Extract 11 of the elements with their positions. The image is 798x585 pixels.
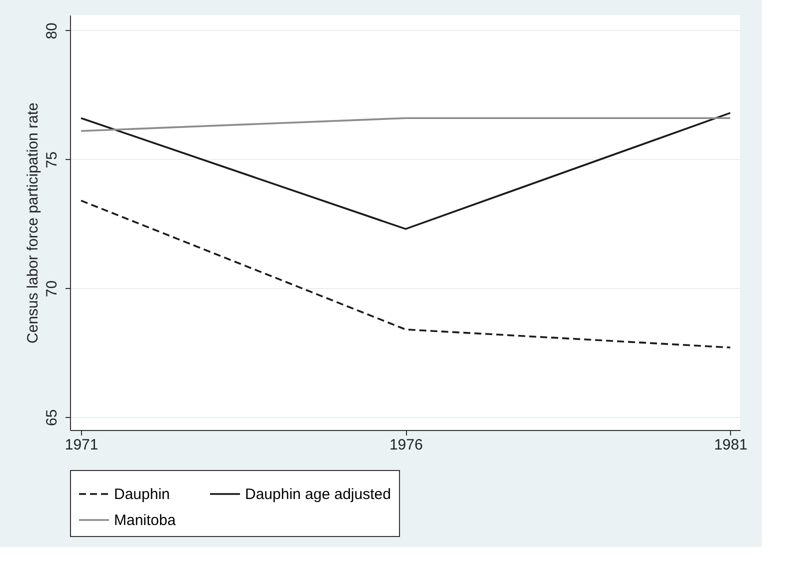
y-tick-label: 70 xyxy=(44,280,60,298)
y-axis-title: Census labor force participation rate xyxy=(24,102,42,344)
x-tick-label: 1971 xyxy=(64,436,98,454)
legend-label: Dauphin xyxy=(114,486,170,503)
y-tick-label: 65 xyxy=(44,409,60,426)
y-tick-label: 80 xyxy=(44,22,60,40)
x-tick-label: 1976 xyxy=(389,436,423,454)
legend-label: Dauphin age adjusted xyxy=(245,486,391,503)
y-tick-label: 75 xyxy=(44,152,60,168)
x-tick-label: 1981 xyxy=(714,436,748,454)
legend-label: Manitoba xyxy=(114,512,176,529)
